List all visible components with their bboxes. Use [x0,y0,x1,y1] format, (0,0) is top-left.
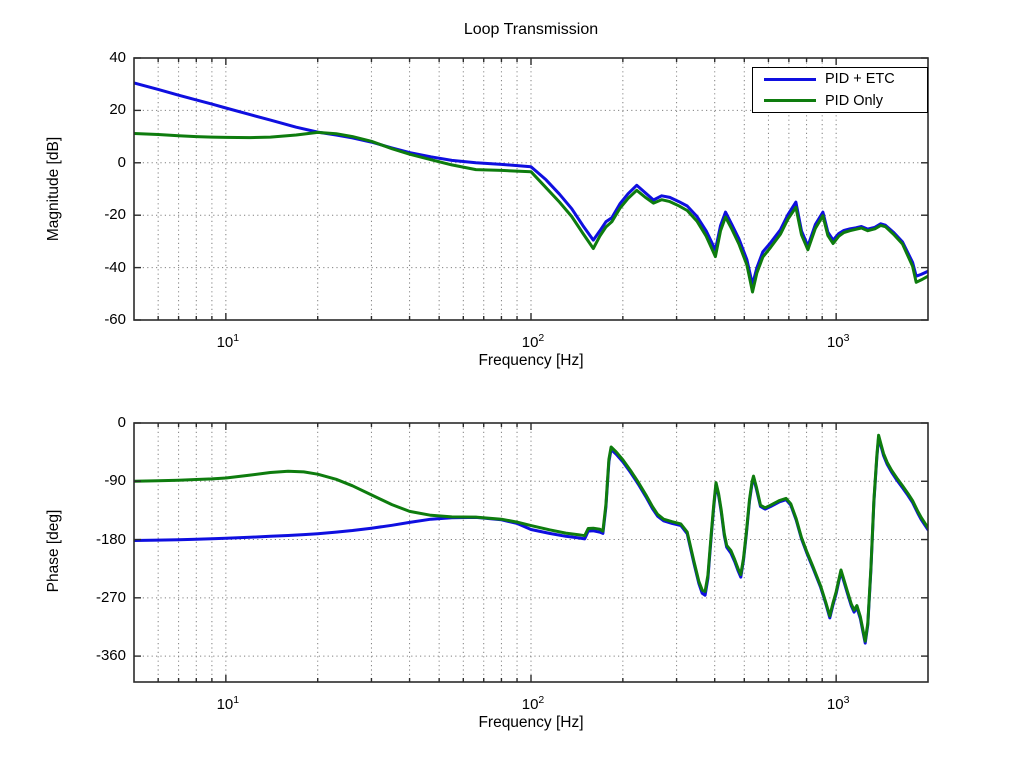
phase-x-tick-label: 101 [216,694,240,713]
legend-line-blue-icon [764,77,816,81]
magnitude-y-tick-label: 20 [109,101,126,119]
magnitude-x-axis-label: Frequency [Hz] [478,352,584,369]
legend-box: PID + ETC PID Only [752,67,928,113]
phase-x-axis-label: Frequency [Hz] [478,714,584,731]
magnitude-y-tick-label: 0 [117,153,126,171]
magnitude-y-tick-label: -60 [104,311,126,328]
phase-y-tick-label: -180 [95,530,126,548]
legend-line-green-icon [764,99,816,103]
magnitude-y-axis-label: Magnitude [dB] [45,136,62,242]
chart-title: Loop Transmission [463,21,599,38]
magnitude-x-tick-label: 101 [216,332,240,351]
legend-label-pid-etc: PID + ETC [825,71,895,88]
phase-y-tick-label: -90 [104,472,126,490]
legend-row-pid-only: PID Only [753,90,927,111]
phase-y-axis-label: Phase [deg] [45,509,62,593]
magnitude-y-tick-label: 40 [109,49,126,66]
phase-x-tick-label: 103 [826,694,850,713]
phase-y-tick-label: -270 [95,588,126,606]
legend-label-pid-only: PID Only [825,92,884,109]
magnitude-y-tick-label: -40 [104,258,126,276]
magnitude-x-tick-label: 103 [826,332,850,351]
phase-y-tick-label: -360 [95,647,126,665]
magnitude-y-tick-label: -20 [104,206,126,224]
curve-pid-only [134,433,928,643]
phase-x-tick-label: 102 [521,694,545,713]
phase-plot [133,422,929,683]
legend-row-pid-etc: PID + ETC [753,69,927,90]
phase-y-tick-label: 0 [117,414,126,431]
curve-pid-only [134,130,928,294]
magnitude-x-tick-label: 102 [521,332,545,351]
magnitude-plot [133,57,929,321]
curve-pid-etc [134,81,928,287]
